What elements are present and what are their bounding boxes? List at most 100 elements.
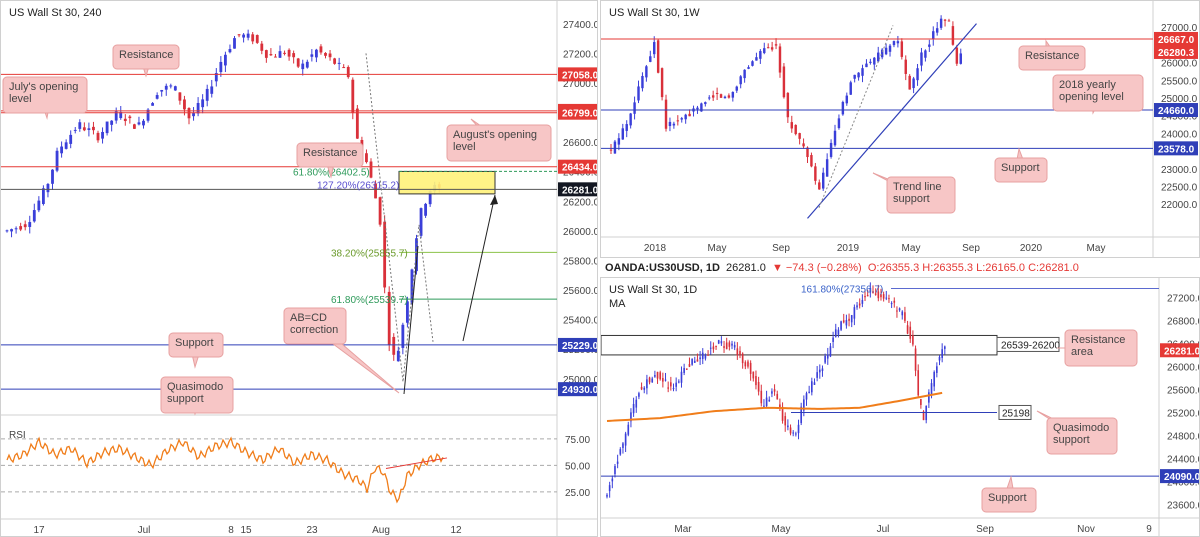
x-tick-label: 8 (228, 525, 234, 536)
candle-body (301, 63, 305, 70)
candle-body (856, 305, 858, 308)
candle-body (164, 85, 168, 90)
candle-body (383, 221, 387, 288)
y-tick-label: 25200.0 (1167, 408, 1200, 419)
callout-july-open-text: level (9, 93, 32, 105)
callout-trend-support (886, 176, 956, 214)
price-tag-bg (558, 182, 597, 197)
x-tick-label: Aug (372, 525, 390, 536)
quote-price: 26281.0 (726, 262, 766, 274)
candle-body (773, 389, 776, 392)
candle-body (283, 52, 286, 54)
daily-chart-panel[interactable]: 27200.026800.026400.026000.025600.025200… (600, 277, 1200, 537)
candle-body (310, 54, 314, 57)
candle-body (818, 182, 821, 190)
candle-body (46, 183, 50, 193)
candle-body (743, 69, 746, 79)
candle-body (92, 126, 95, 131)
candle-body (119, 111, 123, 119)
candle-body (693, 360, 696, 363)
y-tick-label: 22500.0 (1161, 183, 1198, 194)
candle-body (641, 75, 644, 89)
candle-body (651, 378, 654, 383)
callout-july-open (2, 76, 88, 114)
y-tick-label: 25400.0 (563, 316, 598, 327)
daily-chart-svg[interactable]: 27200.026800.026400.026000.025600.025200… (601, 278, 1200, 537)
candle-body (699, 357, 701, 360)
candle-body (849, 82, 852, 95)
candle-body (41, 188, 45, 204)
y-tick-label: 26000.0 (1167, 362, 1200, 373)
candle-body (648, 377, 651, 383)
candle-body (800, 406, 803, 424)
candle-body (619, 449, 622, 455)
price-tag-bg (558, 105, 597, 120)
candle-body (818, 369, 821, 373)
candle-body (739, 76, 742, 85)
candle-body (845, 320, 848, 326)
candle-body (779, 404, 781, 409)
candle-body (900, 41, 904, 57)
candle-body (613, 141, 617, 154)
candle-body (278, 51, 282, 58)
callout-resistance (1018, 45, 1086, 71)
projection-arrowhead (490, 195, 498, 205)
abcd-arrow (403, 245, 419, 395)
candle-body (917, 370, 920, 396)
candle-body (757, 381, 760, 392)
candle-body (155, 95, 159, 99)
callout-trend-support-text: Trend line (893, 181, 942, 193)
candle-body (428, 190, 432, 205)
candle-body (789, 427, 792, 434)
candle-body (688, 113, 691, 117)
candle-body (637, 86, 640, 101)
price-tag-bg (558, 67, 597, 82)
callout-2018-open (1052, 74, 1144, 112)
candle-body (885, 297, 888, 299)
candle-body (233, 38, 236, 49)
price-tag-label: 24090.0 (1164, 472, 1200, 483)
candle-body (201, 99, 205, 108)
candle-body (877, 291, 880, 299)
candle-body (959, 53, 962, 64)
candle-body (784, 416, 787, 426)
trend-line (807, 23, 977, 219)
candle-body (810, 381, 813, 393)
candle-body (794, 124, 797, 135)
candle-body (305, 61, 309, 68)
candle-body (260, 43, 264, 51)
daily-ma-label: MA (609, 298, 626, 310)
candle-body (912, 78, 915, 89)
candle-body (792, 432, 795, 434)
x-tick-label: Mar (674, 524, 692, 535)
candle-body (892, 41, 896, 46)
candle-body (269, 54, 273, 56)
candle-body (908, 75, 911, 90)
weekly-chart-panel[interactable]: 27000.026500.026000.025500.025000.024500… (600, 0, 1200, 258)
h4-chart-panel[interactable]: 27400.027200.027000.026800.026600.026400… (0, 0, 598, 537)
x-tick-label: Nov (1077, 524, 1095, 535)
candle-body (735, 86, 738, 91)
candle-body (935, 28, 939, 33)
candle-body (614, 466, 616, 475)
weekly-chart-svg[interactable]: 27000.026500.026000.025500.025000.024500… (601, 1, 1200, 258)
candle-body (768, 399, 771, 402)
candle-body (770, 47, 774, 50)
zone-label: 26539-26200 (1001, 340, 1060, 351)
candle-body (888, 298, 890, 300)
h4-chart-svg[interactable]: 27400.027200.027000.026800.026600.026400… (1, 1, 598, 537)
candle-body (237, 34, 241, 36)
x-tick-label: May (772, 524, 791, 535)
x-tick-label: 15 (240, 525, 252, 536)
candle-body (759, 51, 762, 59)
candle-body (625, 124, 628, 131)
candle-body (904, 312, 906, 321)
candle-body (192, 113, 195, 117)
candle-body (888, 45, 892, 52)
candle-body (906, 325, 909, 334)
price-tag-bg (558, 337, 597, 352)
y-tick-label: 27200.0 (563, 49, 598, 60)
candle-body (688, 364, 691, 367)
candle-body (691, 359, 693, 365)
candle-body (23, 224, 27, 228)
